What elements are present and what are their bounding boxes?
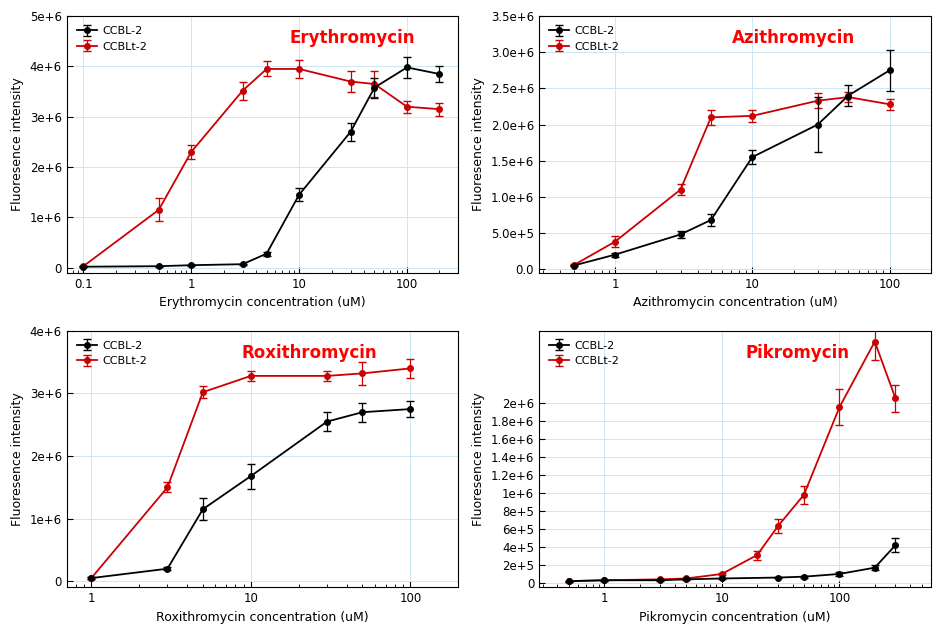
X-axis label: Pikromycin concentration (uM): Pikromycin concentration (uM) xyxy=(640,611,831,624)
Y-axis label: Fluoresence intensity: Fluoresence intensity xyxy=(472,392,485,526)
X-axis label: Azithromycin concentration (uM): Azithromycin concentration (uM) xyxy=(633,296,837,309)
Legend: CCBL-2, CCBLt-2: CCBL-2, CCBLt-2 xyxy=(73,337,152,371)
Y-axis label: Fluoresence intensity: Fluoresence intensity xyxy=(473,77,485,211)
X-axis label: Erythromycin concentration (uM): Erythromycin concentration (uM) xyxy=(159,296,365,309)
Legend: CCBL-2, CCBLt-2: CCBL-2, CCBLt-2 xyxy=(73,22,152,56)
Text: Roxithromycin: Roxithromycin xyxy=(242,344,378,362)
Text: Erythromycin: Erythromycin xyxy=(290,29,415,47)
Y-axis label: Fluoresence intensity: Fluoresence intensity xyxy=(11,392,24,526)
Y-axis label: Fluoresence intensity: Fluoresence intensity xyxy=(11,77,24,211)
Text: Pikromycin: Pikromycin xyxy=(746,344,850,362)
Legend: CCBL-2, CCBLt-2: CCBL-2, CCBLt-2 xyxy=(544,337,624,371)
Text: Azithromycin: Azithromycin xyxy=(732,29,855,47)
X-axis label: Roxithromycin concentration (uM): Roxithromycin concentration (uM) xyxy=(156,611,369,624)
Legend: CCBL-2, CCBLt-2: CCBL-2, CCBLt-2 xyxy=(544,22,624,56)
